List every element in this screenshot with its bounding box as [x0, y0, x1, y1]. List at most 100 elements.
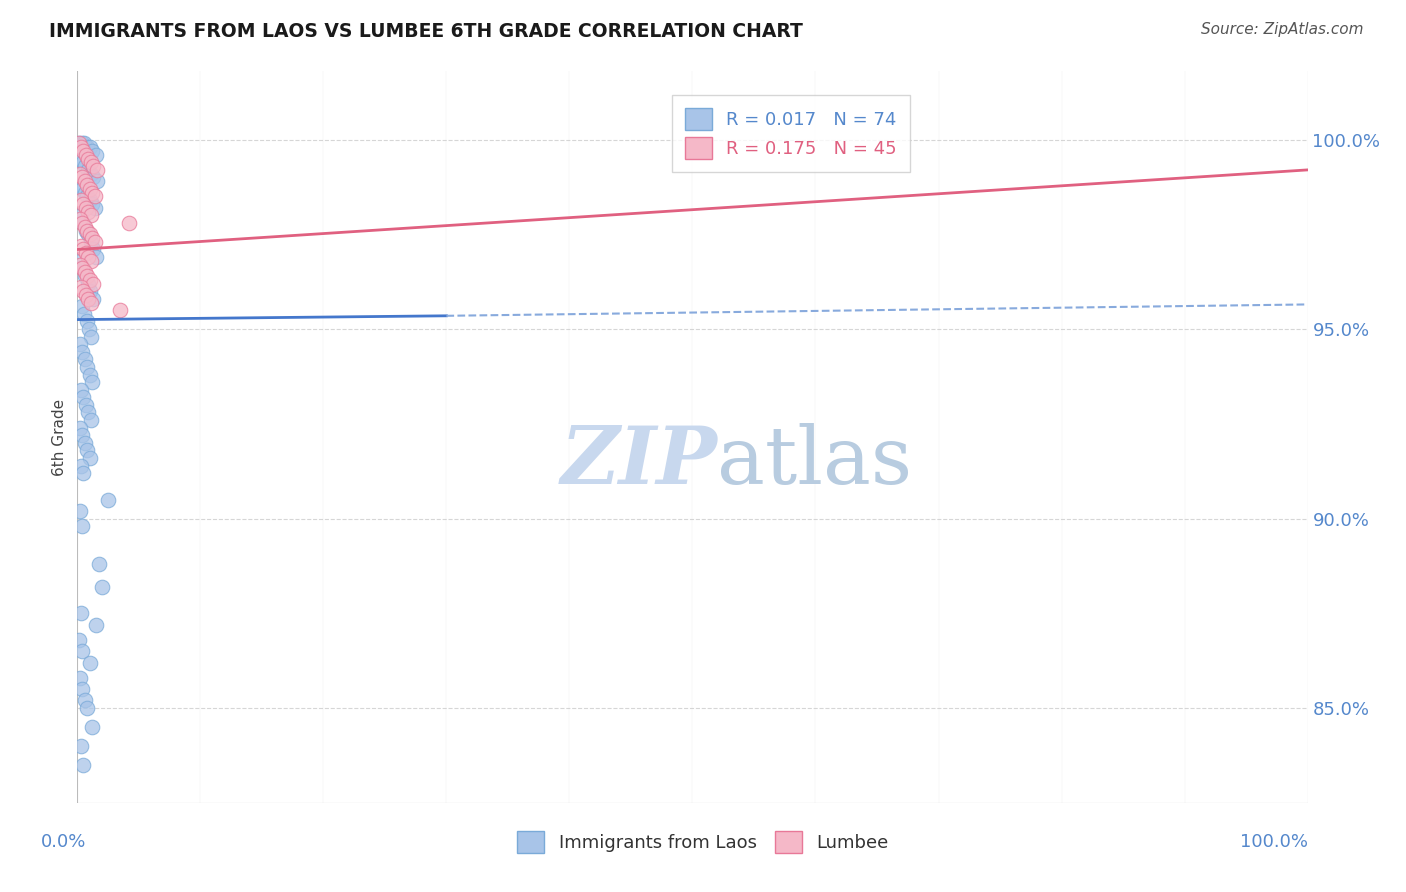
Point	[110, 303, 132, 318]
Point	[70, 644, 93, 658]
Point	[70, 182, 93, 196]
Point	[70, 280, 93, 294]
Point	[72, 243, 94, 257]
Point	[73, 693, 96, 707]
Point	[73, 265, 96, 279]
Point	[69, 258, 91, 272]
Point	[76, 178, 98, 192]
Point	[69, 253, 91, 268]
Point	[69, 337, 91, 351]
Point	[80, 295, 103, 310]
Point	[70, 136, 93, 151]
Point	[70, 193, 93, 207]
Point	[82, 277, 104, 291]
Point	[73, 186, 96, 200]
Point	[82, 292, 104, 306]
Point	[70, 428, 93, 442]
Point	[84, 250, 107, 264]
Point	[77, 204, 100, 219]
Point	[86, 174, 108, 188]
Point	[70, 458, 93, 473]
Point	[118, 216, 141, 230]
Point	[79, 368, 101, 382]
Point	[73, 307, 96, 321]
Point	[70, 170, 93, 185]
Point	[76, 223, 98, 237]
Point	[79, 182, 101, 196]
Point	[70, 344, 93, 359]
Point	[75, 246, 97, 260]
Point	[76, 140, 98, 154]
Point	[79, 193, 101, 207]
Point	[80, 155, 103, 169]
Point	[72, 758, 94, 772]
Point	[76, 314, 98, 328]
Point	[83, 201, 105, 215]
Point	[82, 243, 104, 257]
Point	[75, 201, 97, 215]
Point	[82, 720, 104, 734]
Point	[79, 450, 101, 465]
Point	[82, 186, 104, 200]
Point	[73, 352, 96, 367]
Point	[69, 167, 91, 181]
Point	[86, 162, 108, 177]
Point	[72, 144, 94, 158]
Point	[80, 329, 103, 343]
Y-axis label: 6th Grade: 6th Grade	[52, 399, 67, 475]
Point	[75, 288, 97, 302]
Point	[82, 231, 104, 245]
Point	[70, 299, 93, 313]
Point	[75, 398, 97, 412]
Legend: Immigrants from Laos, Lumbee: Immigrants from Laos, Lumbee	[510, 824, 896, 861]
Point	[70, 208, 93, 222]
Text: 100.0%: 100.0%	[1240, 833, 1308, 851]
Point	[70, 519, 93, 533]
Point	[84, 147, 107, 161]
Point	[89, 557, 111, 571]
Point	[76, 277, 98, 291]
Point	[80, 413, 103, 427]
Point	[83, 235, 105, 249]
Point	[76, 268, 98, 283]
Text: 0.0%: 0.0%	[41, 833, 86, 851]
Point	[76, 189, 98, 203]
Point	[83, 189, 105, 203]
Point	[70, 261, 93, 276]
Point	[82, 144, 104, 158]
Legend: R = 0.017   N = 74, R = 0.175   N = 45: R = 0.017 N = 74, R = 0.175 N = 45	[672, 95, 910, 171]
Point	[72, 284, 94, 298]
Point	[72, 197, 94, 211]
Point	[76, 359, 98, 374]
Text: ZIP: ZIP	[560, 423, 717, 500]
Point	[77, 322, 100, 336]
Point	[80, 235, 103, 249]
Point	[75, 223, 97, 237]
Point	[84, 617, 107, 632]
Point	[80, 253, 103, 268]
Text: Source: ZipAtlas.com: Source: ZipAtlas.com	[1201, 22, 1364, 37]
Point	[72, 216, 94, 230]
Point	[79, 284, 101, 298]
Point	[69, 178, 91, 192]
Point	[77, 292, 100, 306]
Point	[72, 466, 94, 480]
Point	[90, 580, 114, 594]
Point	[75, 159, 97, 173]
Point	[77, 227, 100, 242]
Point	[67, 136, 90, 151]
Point	[75, 268, 97, 283]
Point	[76, 162, 98, 177]
Point	[73, 219, 96, 234]
Point	[72, 390, 94, 404]
Point	[67, 136, 90, 151]
Point	[70, 140, 93, 154]
Point	[82, 375, 104, 389]
Point	[70, 739, 93, 753]
Point	[69, 212, 91, 227]
Text: atlas: atlas	[717, 423, 912, 500]
Point	[70, 216, 93, 230]
Point	[67, 632, 90, 647]
Point	[77, 405, 100, 419]
Point	[82, 197, 104, 211]
